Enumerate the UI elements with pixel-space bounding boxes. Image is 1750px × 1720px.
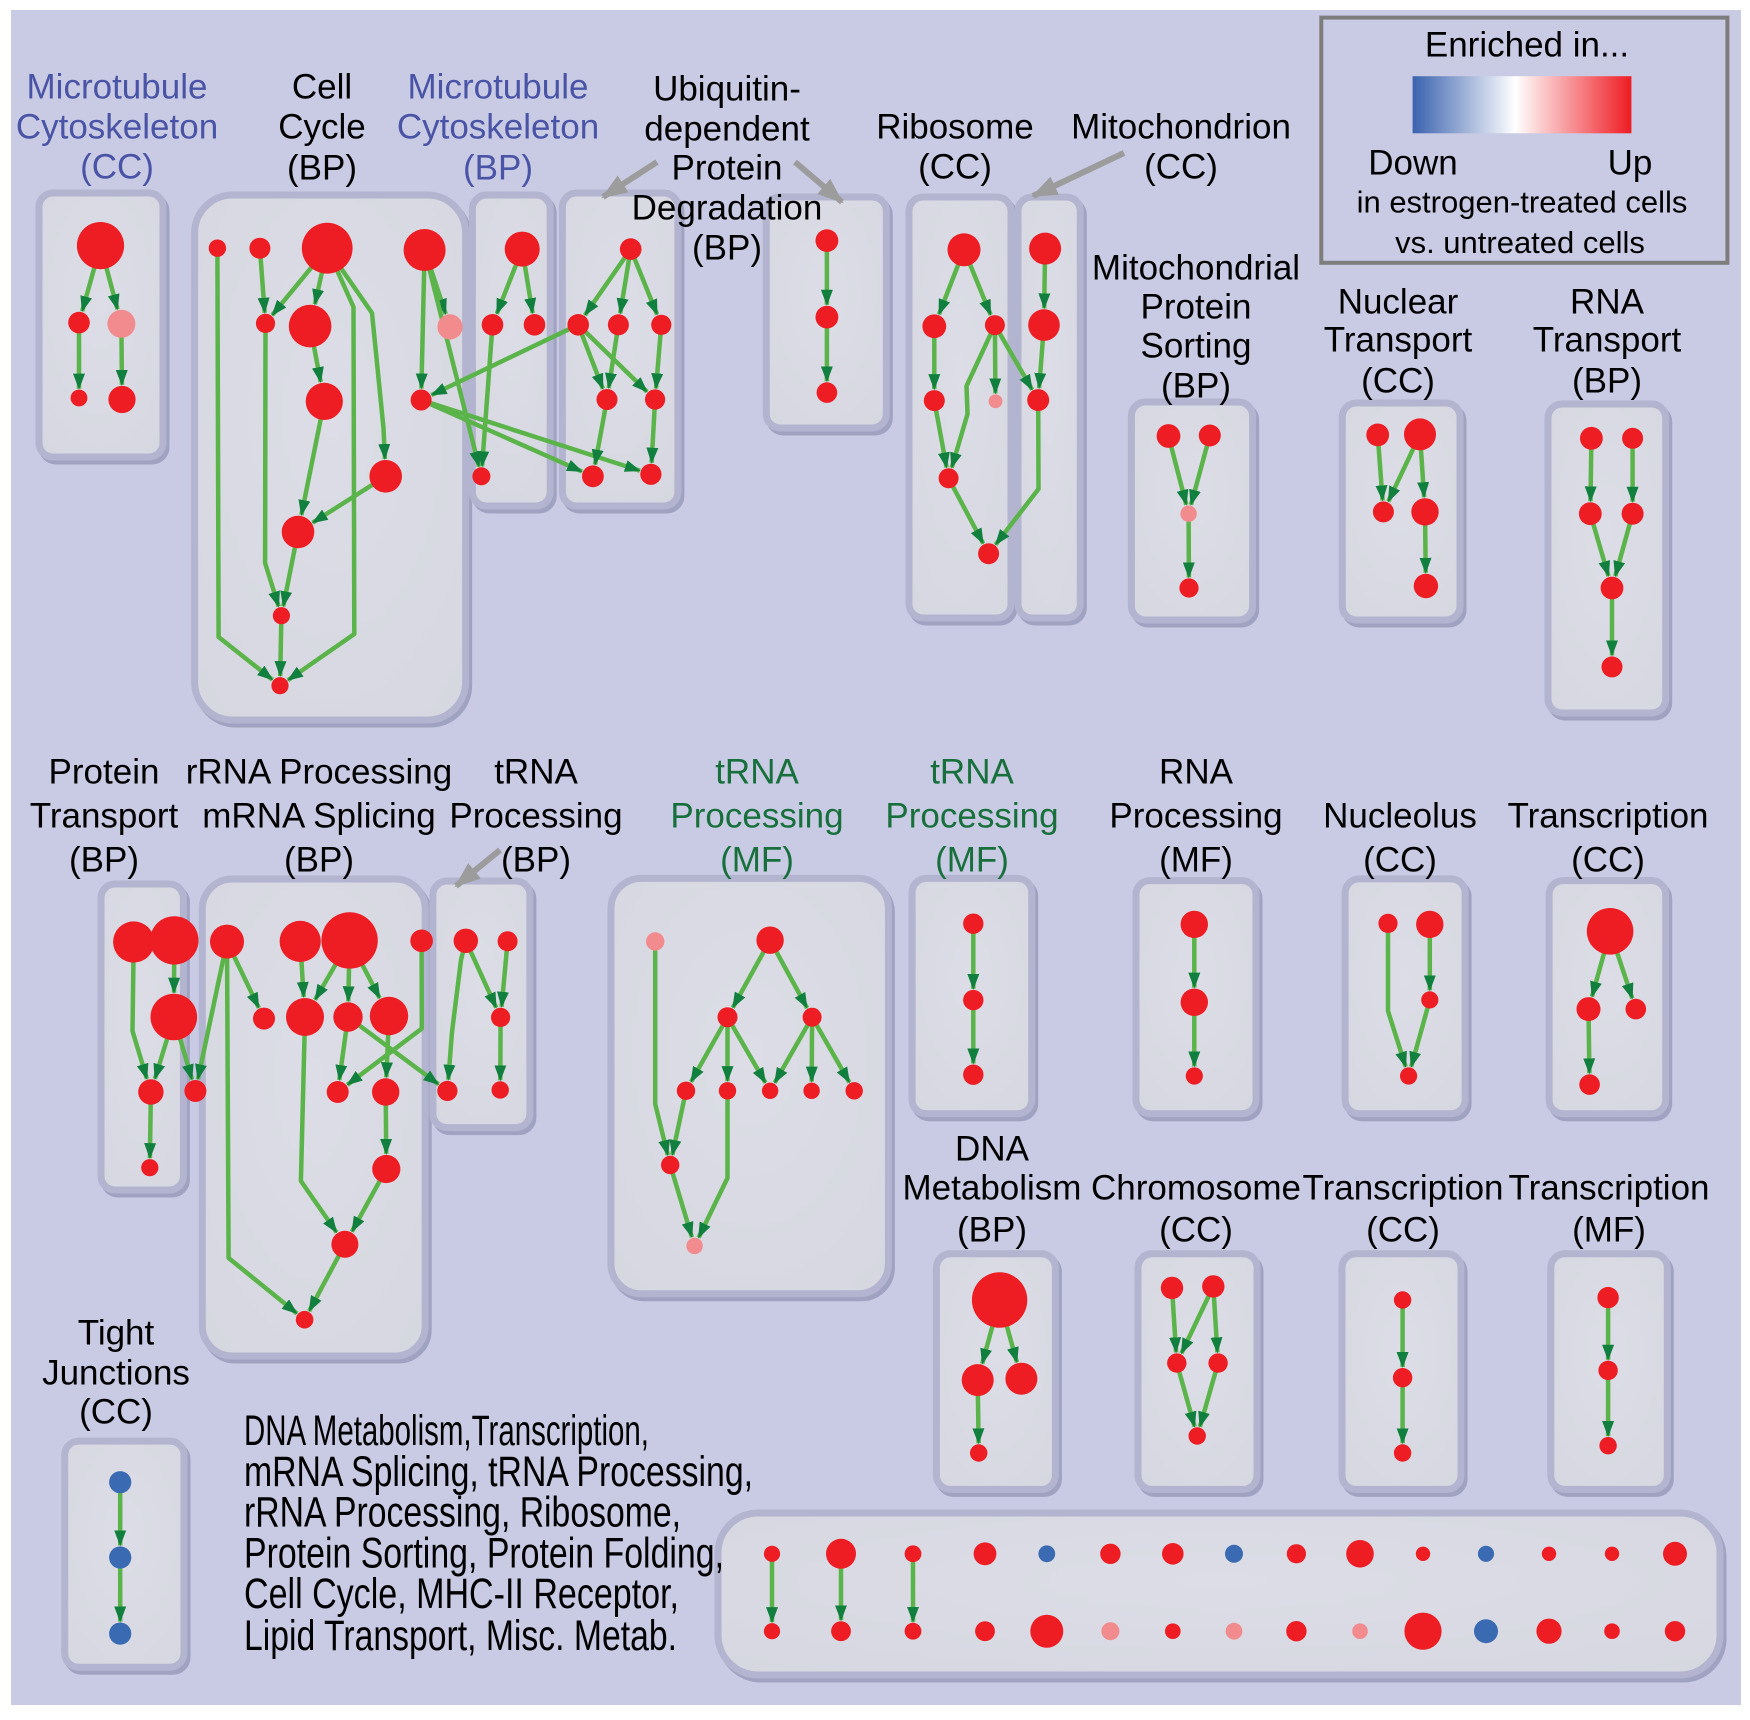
svg-text:in estrogen-treated cells: in estrogen-treated cells	[1357, 185, 1688, 220]
svg-text:Cytoskeleton: Cytoskeleton	[16, 108, 218, 147]
svg-text:Transport: Transport	[1324, 321, 1473, 360]
svg-text:(BP): (BP)	[957, 1211, 1027, 1250]
svg-text:Ribosome: Ribosome	[876, 108, 1034, 147]
svg-text:(CC): (CC)	[79, 1393, 153, 1432]
svg-text:Chromosome: Chromosome	[1091, 1169, 1301, 1208]
svg-text:(CC): (CC)	[1361, 362, 1435, 401]
svg-text:Nucleolus: Nucleolus	[1323, 797, 1477, 836]
svg-text:Processing: Processing	[449, 797, 622, 836]
svg-text:Metabolism: Metabolism	[903, 1169, 1082, 1208]
svg-text:Transcription: Transcription	[1509, 1169, 1710, 1208]
svg-text:tRNA: tRNA	[930, 753, 1014, 792]
svg-text:vs. untreated cells: vs. untreated cells	[1395, 225, 1645, 260]
svg-text:Microtubule: Microtubule	[408, 68, 589, 107]
svg-text:(CC): (CC)	[1366, 1211, 1440, 1250]
svg-text:mRNA Splicing: mRNA Splicing	[202, 797, 435, 836]
svg-text:(MF): (MF)	[720, 841, 794, 880]
svg-text:(BP): (BP)	[1572, 362, 1642, 401]
svg-text:Protein: Protein	[1141, 288, 1252, 327]
svg-text:Sorting: Sorting	[1141, 327, 1252, 366]
svg-text:Tight: Tight	[78, 1314, 155, 1353]
svg-text:rRNA Processing, Ribosome,: rRNA Processing, Ribosome,	[244, 1489, 681, 1537]
svg-text:(CC): (CC)	[1159, 1211, 1233, 1250]
svg-text:Transcription: Transcription	[1303, 1169, 1504, 1208]
svg-text:Transport: Transport	[30, 797, 179, 836]
svg-text:RNA: RNA	[1159, 753, 1234, 792]
svg-text:(BP): (BP)	[463, 149, 533, 188]
svg-text:Enriched in...: Enriched in...	[1425, 26, 1629, 65]
svg-text:Protein: Protein	[49, 753, 160, 792]
svg-text:Mitochondrial: Mitochondrial	[1092, 249, 1300, 288]
svg-text:Protein: Protein	[672, 149, 783, 188]
svg-text:Junctions: Junctions	[42, 1354, 190, 1393]
svg-text:Nuclear: Nuclear	[1338, 283, 1459, 322]
svg-text:(CC): (CC)	[918, 148, 992, 187]
svg-text:(CC): (CC)	[1144, 148, 1218, 187]
svg-text:(BP): (BP)	[287, 149, 357, 188]
svg-text:Mitochondrion: Mitochondrion	[1071, 108, 1291, 147]
svg-text:DNA Metabolism,Transcription,: DNA Metabolism,Transcription,	[244, 1407, 649, 1455]
svg-text:(CC): (CC)	[80, 148, 154, 187]
svg-text:(BP): (BP)	[1161, 367, 1231, 406]
svg-text:dependent: dependent	[644, 110, 810, 149]
svg-text:(CC): (CC)	[1363, 841, 1437, 880]
svg-text:tRNA: tRNA	[715, 753, 799, 792]
svg-text:Cell: Cell	[292, 68, 352, 107]
svg-text:(MF): (MF)	[1159, 841, 1233, 880]
svg-text:mRNA Splicing, tRNA Processing: mRNA Splicing, tRNA Processing,	[244, 1448, 753, 1496]
svg-text:(MF): (MF)	[935, 841, 1009, 880]
svg-text:Cytoskeleton: Cytoskeleton	[397, 108, 599, 147]
svg-text:Cycle: Cycle	[278, 108, 366, 147]
svg-text:Processing: Processing	[1109, 797, 1282, 836]
svg-text:DNA: DNA	[955, 1130, 1030, 1169]
svg-text:(BP): (BP)	[692, 229, 762, 268]
svg-text:Degradation: Degradation	[632, 189, 823, 228]
svg-text:(BP): (BP)	[69, 841, 139, 880]
svg-text:tRNA: tRNA	[494, 753, 578, 792]
svg-text:Up: Up	[1608, 144, 1653, 183]
svg-text:Down: Down	[1368, 144, 1457, 183]
svg-text:(MF): (MF)	[1572, 1211, 1646, 1250]
svg-text:RNA: RNA	[1570, 283, 1645, 322]
svg-text:(CC): (CC)	[1571, 841, 1645, 880]
svg-text:Microtubule: Microtubule	[27, 68, 208, 107]
svg-text:Processing: Processing	[885, 797, 1058, 836]
svg-text:Lipid Transport, Misc. Metab.: Lipid Transport, Misc. Metab.	[244, 1612, 677, 1660]
svg-text:(BP): (BP)	[284, 841, 354, 880]
svg-text:Transcription: Transcription	[1508, 797, 1709, 836]
svg-text:(BP): (BP)	[501, 841, 571, 880]
svg-text:Protein Sorting, Protein Foldi: Protein Sorting, Protein Folding,	[244, 1529, 724, 1577]
svg-text:Processing: Processing	[670, 797, 843, 836]
svg-text:rRNA Processing: rRNA Processing	[186, 753, 452, 792]
svg-text:Cell Cycle, MHC-II Receptor,: Cell Cycle, MHC-II Receptor,	[244, 1570, 679, 1618]
svg-text:Ubiquitin-: Ubiquitin-	[653, 70, 801, 109]
svg-text:Transport: Transport	[1533, 321, 1682, 360]
